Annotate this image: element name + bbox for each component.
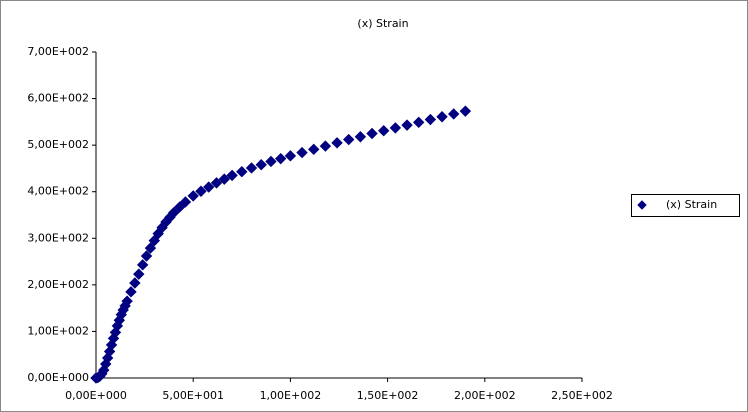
point [148, 234, 161, 247]
point [354, 131, 367, 143]
point [168, 206, 180, 219]
y-tick-label: 2,00E+002 [27, 278, 89, 291]
point [255, 158, 267, 171]
point [412, 116, 425, 129]
y-tick-label: 3,00E+002 [27, 231, 89, 244]
y-tick-label: 4,00E+002 [27, 185, 89, 198]
point [296, 146, 308, 159]
point [459, 105, 472, 117]
point [179, 196, 192, 208]
x-tick-label: 1,00E+002 [260, 389, 322, 402]
point [203, 181, 215, 193]
point [121, 295, 133, 307]
x-tick-label: 5,00E+001 [162, 389, 224, 402]
point [218, 173, 231, 185]
point [133, 268, 145, 280]
x-tick-label: 0,00E+000 [65, 389, 127, 402]
point [103, 345, 116, 358]
point [105, 339, 118, 351]
point [436, 111, 448, 123]
legend [631, 194, 740, 217]
point [245, 162, 258, 174]
point [331, 137, 343, 149]
point [236, 165, 248, 178]
x-tick-label: 2,50E+002 [551, 389, 613, 402]
point [101, 352, 114, 364]
y-tick-label: 0,00E+000 [27, 371, 89, 384]
point [136, 259, 149, 271]
legend-box [631, 194, 740, 217]
point [284, 150, 297, 162]
y-tick-label: 5,00E+002 [27, 138, 89, 151]
point [265, 155, 277, 168]
point [401, 119, 413, 131]
point [129, 277, 141, 289]
y-tick-label: 6,00E+002 [27, 92, 89, 105]
point [140, 250, 153, 262]
point [173, 201, 186, 213]
y-tick-label: 1,00E+002 [27, 324, 89, 337]
legend-marker [637, 200, 647, 210]
point [210, 177, 223, 189]
point [144, 242, 157, 254]
y-tick-label: 7,00E+002 [27, 45, 89, 58]
point [274, 152, 287, 165]
point [308, 143, 320, 156]
legend-label: (x) Strain [666, 198, 717, 211]
point [366, 127, 378, 140]
point [343, 133, 355, 146]
point [378, 124, 390, 137]
point [226, 169, 238, 182]
x-tick-label: 1,50E+002 [357, 389, 419, 402]
point [187, 190, 199, 202]
chart-title: (x) Strain [357, 17, 408, 30]
point [195, 185, 207, 197]
point [125, 286, 137, 298]
point [447, 108, 460, 120]
point [424, 113, 437, 126]
point [389, 122, 402, 134]
x-tick-label: 2,00E+002 [454, 389, 516, 402]
point [319, 140, 332, 152]
point [107, 332, 120, 345]
